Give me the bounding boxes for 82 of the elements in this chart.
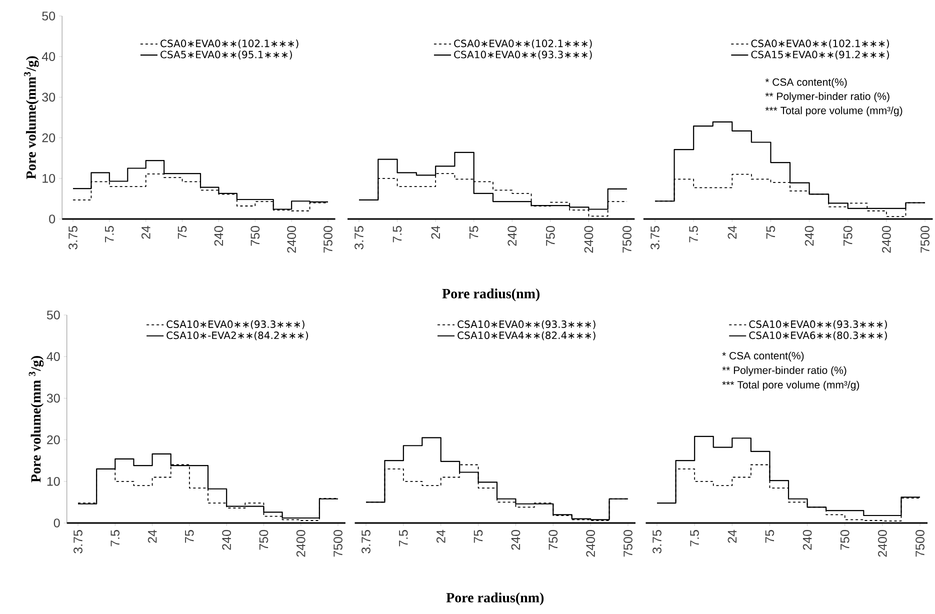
x-tick-label: 240	[511, 530, 520, 550]
x-tick-label: 7500	[334, 530, 342, 557]
x-tick-label: 7.5	[689, 226, 698, 242]
x-tick-label: 2400	[586, 530, 595, 557]
x-tick-label: 240	[508, 226, 517, 246]
legend-label: CSA10∗-EVA2∗∗(84.2∗∗∗)	[166, 331, 308, 340]
x-tick-label: 7500	[624, 530, 632, 557]
legend-label: CSA5∗EVA0∗∗(95.1∗∗∗)	[160, 50, 292, 60]
x-tick-label: 24	[431, 226, 440, 239]
x-tick-label: 7.5	[105, 226, 114, 242]
x-tick-label: 3.75	[68, 226, 78, 250]
y-tick-label: 50	[46, 310, 60, 320]
legend-label: CSA0∗EVA0∗∗(102.1∗∗∗)	[751, 39, 889, 48]
x-tick-label: 75	[178, 226, 187, 239]
x-tick-label: 750	[548, 530, 558, 550]
y-tick-label: 40	[46, 352, 60, 362]
x-axis-title: Pore radius(nm)	[442, 288, 540, 302]
x-tick-label: 75	[470, 226, 478, 239]
y-tick-label: 20	[47, 435, 60, 444]
x-tick-label: 240	[804, 226, 814, 246]
x-tick-label: 2400	[287, 226, 296, 253]
x-tick-label: 24	[148, 530, 157, 543]
legend-label: CSA10∗EVA4∗∗(82.4∗∗∗)	[458, 331, 596, 340]
x-tick-label: 7.5	[690, 530, 699, 546]
y-axis-title: Pore volume(mm $^{3}$/g)	[28, 356, 44, 482]
x-tick-label: 750	[843, 226, 852, 246]
x-tick-label: 7.5	[392, 226, 402, 242]
y-tick-label: 50	[42, 12, 56, 20]
x-tick-label: 24	[728, 530, 737, 543]
annotation: ** Polymer-binder ratio (%)	[722, 366, 846, 376]
x-tick-label: 2400	[296, 530, 306, 557]
x-tick-label: 75	[185, 530, 194, 543]
x-tick-label: 3.75	[362, 530, 370, 554]
y-tick-label: 0	[49, 214, 56, 224]
x-tick-label: 750	[840, 530, 850, 550]
x-tick-label: 7500	[324, 226, 332, 253]
x-tick-label: 240	[214, 226, 224, 246]
x-tick-label: 75	[474, 530, 483, 543]
annotation: * CSA content(%)	[722, 352, 804, 362]
y-tick-label: 0	[54, 518, 60, 528]
annotation: ** Polymer-binder ratio (%)	[765, 92, 890, 102]
y-tick-label: 40	[42, 52, 56, 62]
legend-label: CSA10∗EVA0∗∗(93.3∗∗∗)	[454, 50, 592, 60]
x-tick-label: 24	[728, 226, 737, 239]
x-tick-label: 2400	[882, 226, 891, 253]
x-tick-label: 240	[802, 530, 812, 550]
x-tick-label: 7500	[622, 226, 632, 253]
x-axis-title: Pore radius(nm)	[446, 592, 544, 606]
legend-label: CSA10∗EVA6∗∗(80.3∗∗∗)	[749, 331, 887, 340]
legend-label: CSA10∗EVA0∗∗(93.3∗∗∗)	[749, 320, 887, 330]
y-tick-label: 10	[47, 476, 60, 486]
x-tick-label: 7500	[916, 530, 924, 557]
y-tick-label: 30	[46, 394, 60, 403]
x-tick-label: 7500	[920, 226, 930, 253]
x-tick-label: 750	[250, 226, 260, 246]
x-tick-label: 75	[765, 530, 774, 543]
annotation: * CSA content(%)	[765, 78, 847, 88]
annotation: *** Total pore volume (mm³/g)	[765, 106, 902, 116]
x-tick-label: 750	[259, 530, 268, 550]
x-tick-label: 2400	[878, 530, 887, 557]
x-tick-label: 24	[436, 530, 446, 543]
y-tick-label: 20	[42, 133, 56, 142]
legend-label: CSA10∗EVA0∗∗(93.3∗∗∗)	[166, 320, 304, 330]
x-tick-label: 3.75	[354, 226, 364, 250]
x-tick-label: 75	[766, 226, 776, 239]
legend-label: CSA10∗EVA0∗∗(93.3∗∗∗)	[458, 320, 596, 330]
x-tick-label: 750	[546, 226, 555, 246]
y-axis-title: Pore volume(mm$^{3}$/g)	[24, 56, 39, 180]
x-tick-label: 3.75	[74, 530, 82, 554]
x-tick-label: 3.75	[652, 530, 662, 554]
y-tick-label: 10	[42, 174, 56, 183]
annotation: *** Total pore volume (mm³/g)	[722, 380, 860, 391]
x-tick-label: 3.75	[650, 226, 660, 250]
legend-label: CSA0∗EVA0∗∗(102.1∗∗∗)	[160, 39, 298, 48]
legend-label: CSA15∗EVA0∗∗(91.2∗∗∗)	[751, 50, 889, 60]
x-tick-label: 240	[222, 530, 232, 550]
legend-label: CSA0∗EVA0∗∗(102.1∗∗∗)	[454, 39, 592, 48]
x-tick-label: 7.5	[399, 530, 408, 546]
x-tick-label: 2400	[584, 226, 594, 253]
x-tick-label: 7.5	[110, 530, 120, 546]
x-tick-label: 24	[141, 226, 150, 239]
y-tick-label: 30	[42, 92, 56, 102]
